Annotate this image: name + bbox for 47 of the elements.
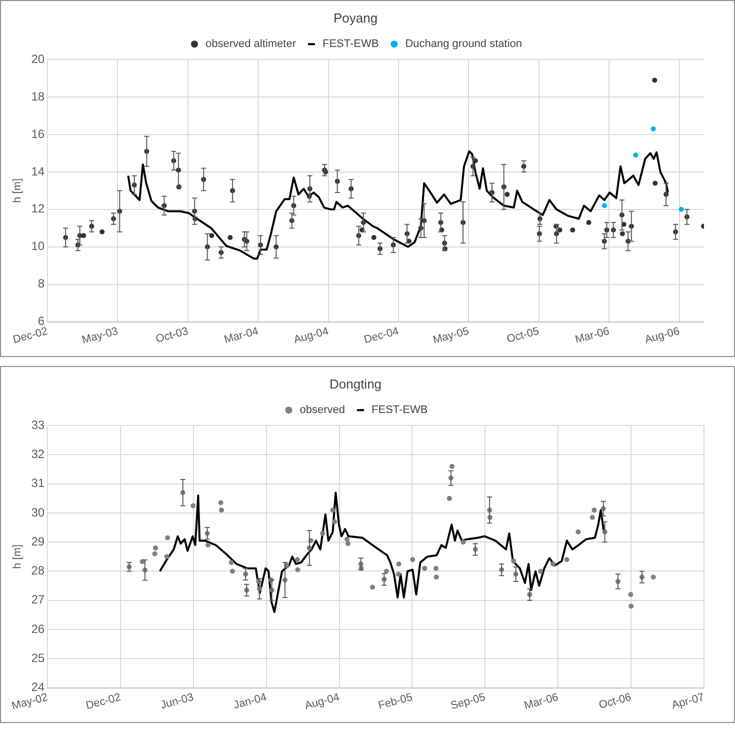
y-tick-label: 31 (31, 476, 45, 490)
point (650, 126, 656, 132)
y-tick-label: 28 (31, 564, 45, 578)
x-tick-label: Dec-04 (362, 325, 400, 346)
x-tick-label: Dec-02 (84, 691, 122, 712)
legend-label: observed altimeter (205, 38, 296, 50)
y-tick-label: 8 (38, 276, 45, 291)
x-tick-label: May-03 (80, 325, 120, 346)
legend-label: FEST-EWB (322, 38, 379, 50)
chart-title: Dongting (329, 376, 382, 392)
legend-label: Duchang ground station (405, 38, 522, 50)
legend-label: FEST-EWB (372, 404, 428, 416)
x-tick-label: Aug-04 (292, 325, 330, 346)
y-tick-label: 18 (31, 89, 45, 104)
x-tick-label: Jun-03 (159, 691, 195, 712)
y-tick-label: 10 (31, 239, 45, 254)
x-tick-label: Mar-06 (522, 691, 560, 712)
x-tick-label: Mar-04 (222, 325, 260, 346)
y-tick-label: 30 (31, 505, 45, 520)
y-axis-title: h [m] (12, 178, 24, 203)
x-tick-label: Jan-04 (232, 691, 268, 712)
x-tick-label: Oct-03 (154, 325, 190, 346)
y-tick-label: 14 (31, 164, 45, 178)
y-tick-label: 26 (31, 622, 45, 636)
x-tick-label: Sep-05 (449, 691, 487, 712)
y-tick-label: 16 (31, 126, 45, 141)
y-tick-label: 20 (31, 52, 45, 66)
point (678, 206, 684, 212)
y-tick-label: 12 (31, 202, 45, 216)
y-tick-label: 27 (31, 592, 45, 607)
x-tick-label: Oct-06 (598, 691, 633, 712)
legend-label: observed (300, 404, 346, 416)
y-tick-label: 25 (31, 650, 45, 665)
x-tick-label: Oct-05 (506, 325, 540, 346)
y-axis-title: h [m] (12, 544, 24, 569)
x-tick-label: May-05 (432, 325, 470, 346)
x-tick-label: Mar-06 (574, 325, 611, 346)
x-tick-label: Aug-04 (303, 691, 341, 712)
y-tick-label: 29 (31, 534, 45, 548)
point (633, 152, 638, 158)
x-tick-label: Aug-06 (644, 325, 681, 346)
x-tick-label: Apr-07 (670, 691, 706, 712)
point (602, 203, 607, 208)
y-tick-label: 32 (31, 447, 45, 462)
chart-title: Poyang (333, 10, 378, 26)
y-tick-label: 33 (31, 418, 45, 432)
x-tick-label: Feb-05 (377, 691, 414, 712)
